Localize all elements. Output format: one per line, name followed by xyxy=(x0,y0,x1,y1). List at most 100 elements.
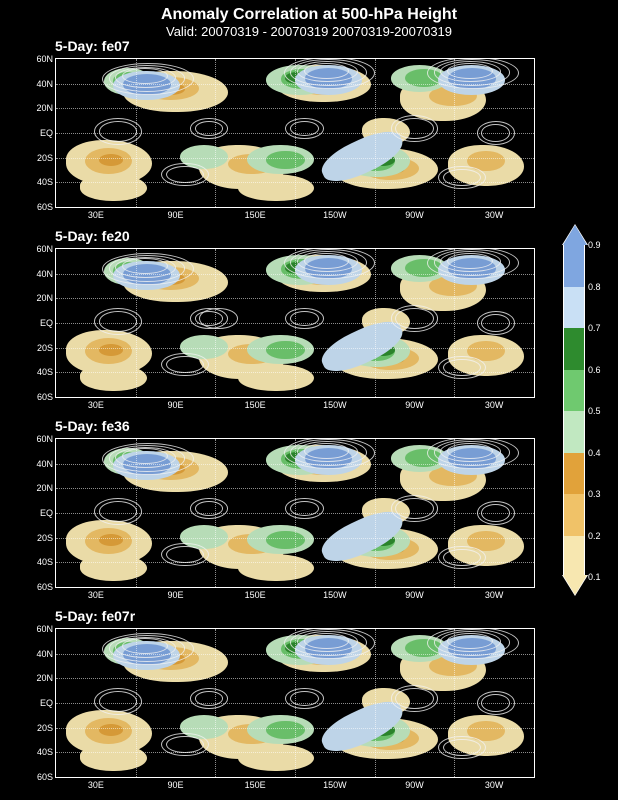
contour-line xyxy=(395,118,433,139)
contour-line xyxy=(427,629,519,659)
panel-label: 5-Day: fe36 xyxy=(55,418,130,434)
grid-lon xyxy=(136,249,137,397)
grid-lon xyxy=(295,59,296,207)
contour-blob xyxy=(80,554,147,581)
lat-tick: EQ xyxy=(40,128,53,138)
lat-tick: 20N xyxy=(36,483,53,493)
grid-lon xyxy=(215,249,216,397)
grid-lon xyxy=(295,249,296,397)
colorbar-segment xyxy=(564,328,584,370)
contour-blob xyxy=(99,154,123,166)
lon-tick: 30W xyxy=(485,400,504,410)
lon-tick: 30E xyxy=(88,590,104,600)
colorbar-tick: 0.4 xyxy=(588,448,601,458)
colorbar-arrow-top xyxy=(563,225,587,245)
lat-tick: 20S xyxy=(37,153,53,163)
lon-tick: 30W xyxy=(485,780,504,790)
lat-tick: 60S xyxy=(37,772,53,782)
panel-label: 5-Day: fe07 xyxy=(55,38,130,54)
contour-blob xyxy=(238,744,314,771)
panel-label: 5-Day: fe07r xyxy=(55,608,135,624)
page-subtitle: Valid: 20070319 - 20070319 20070319-2007… xyxy=(0,24,618,39)
grid-lon xyxy=(454,59,455,207)
lon-tick: 90W xyxy=(405,590,424,600)
lat-tick: 40N xyxy=(36,269,53,279)
lon-tick: 150E xyxy=(245,780,266,790)
lat-tick: 60N xyxy=(36,624,53,634)
contour-line xyxy=(427,59,519,89)
colorbar-segment xyxy=(564,370,584,412)
contour-blob xyxy=(266,341,304,359)
colorbar-tick: 0.3 xyxy=(588,489,601,499)
contour-line xyxy=(99,311,137,332)
map-panel: 60N40N20NEQ20S40S60S30E90E150E150W90W30W xyxy=(55,248,535,398)
page-title: Anomaly Correlation at 500-hPa Height xyxy=(0,6,618,24)
lon-tick: 90E xyxy=(167,590,183,600)
lon-tick: 150W xyxy=(323,210,347,220)
grid-lon xyxy=(375,249,376,397)
lon-tick: 90W xyxy=(405,210,424,220)
colorbar-tick: 0.2 xyxy=(588,531,601,541)
lon-tick: 150W xyxy=(323,780,347,790)
grid-lon xyxy=(375,59,376,207)
lat-tick: EQ xyxy=(40,318,53,328)
contour-line xyxy=(99,501,137,522)
lat-tick: 20S xyxy=(37,533,53,543)
grid-lon xyxy=(454,439,455,587)
contour-blob xyxy=(99,534,123,546)
colorbar-segment xyxy=(564,453,584,495)
colorbar-tick: 0.5 xyxy=(588,406,601,416)
map-panel: 60N40N20NEQ20S40S60S30E90E150E150W90W30W xyxy=(55,438,535,588)
lon-tick: 150E xyxy=(245,210,266,220)
contour-line xyxy=(102,633,194,665)
contour-line xyxy=(99,121,137,142)
contour-line xyxy=(427,439,519,469)
grid-lon xyxy=(295,439,296,587)
lon-tick: 30W xyxy=(485,590,504,600)
lon-tick: 30E xyxy=(88,210,104,220)
map-panel: 60N40N20NEQ20S40S60S30E90E150E150W90W30W xyxy=(55,58,535,208)
lon-tick: 30W xyxy=(485,210,504,220)
grid-lon xyxy=(215,439,216,587)
lat-tick: 40S xyxy=(37,367,53,377)
colorbar-segment xyxy=(564,245,584,287)
grid-lon xyxy=(136,439,137,587)
grid-lon xyxy=(375,629,376,777)
grid-lon xyxy=(375,439,376,587)
lat-tick: 60S xyxy=(37,392,53,402)
colorbar-segment xyxy=(564,287,584,329)
grid-lon xyxy=(215,59,216,207)
colorbar-segment xyxy=(564,494,584,536)
lon-tick: 90E xyxy=(167,400,183,410)
lon-tick: 90E xyxy=(167,780,183,790)
colorbar-tick: 0.8 xyxy=(588,282,601,292)
contour-line xyxy=(99,691,137,712)
lon-tick: 30E xyxy=(88,400,104,410)
lon-tick: 90W xyxy=(405,780,424,790)
contour-line xyxy=(395,688,433,709)
lat-tick: 40N xyxy=(36,459,53,469)
contour-blob xyxy=(238,364,314,391)
contour-line xyxy=(395,498,433,519)
contour-blob xyxy=(238,554,314,581)
lat-tick: 40S xyxy=(37,747,53,757)
colorbar-arrow-bot xyxy=(563,575,587,595)
lat-tick: 40N xyxy=(36,649,53,659)
colorbar-segment xyxy=(564,411,584,453)
lat-tick: 20S xyxy=(37,723,53,733)
lat-tick: 40S xyxy=(37,557,53,567)
lat-tick: EQ xyxy=(40,508,53,518)
lat-tick: 20N xyxy=(36,293,53,303)
colorbar: 0.90.80.70.60.50.40.30.20.1 xyxy=(563,244,585,576)
grid-lon xyxy=(454,629,455,777)
lat-tick: 20N xyxy=(36,673,53,683)
lon-tick: 150E xyxy=(245,590,266,600)
grid-lon xyxy=(215,629,216,777)
map-panel: 60N40N20NEQ20S40S60S30E90E150E150W90W30W xyxy=(55,628,535,778)
contour-blob xyxy=(99,724,123,736)
colorbar-tick: 0.7 xyxy=(588,323,601,333)
lat-tick: 60N xyxy=(36,244,53,254)
contour-line xyxy=(102,63,194,95)
contour-blob xyxy=(80,744,147,771)
lat-tick: 60S xyxy=(37,582,53,592)
